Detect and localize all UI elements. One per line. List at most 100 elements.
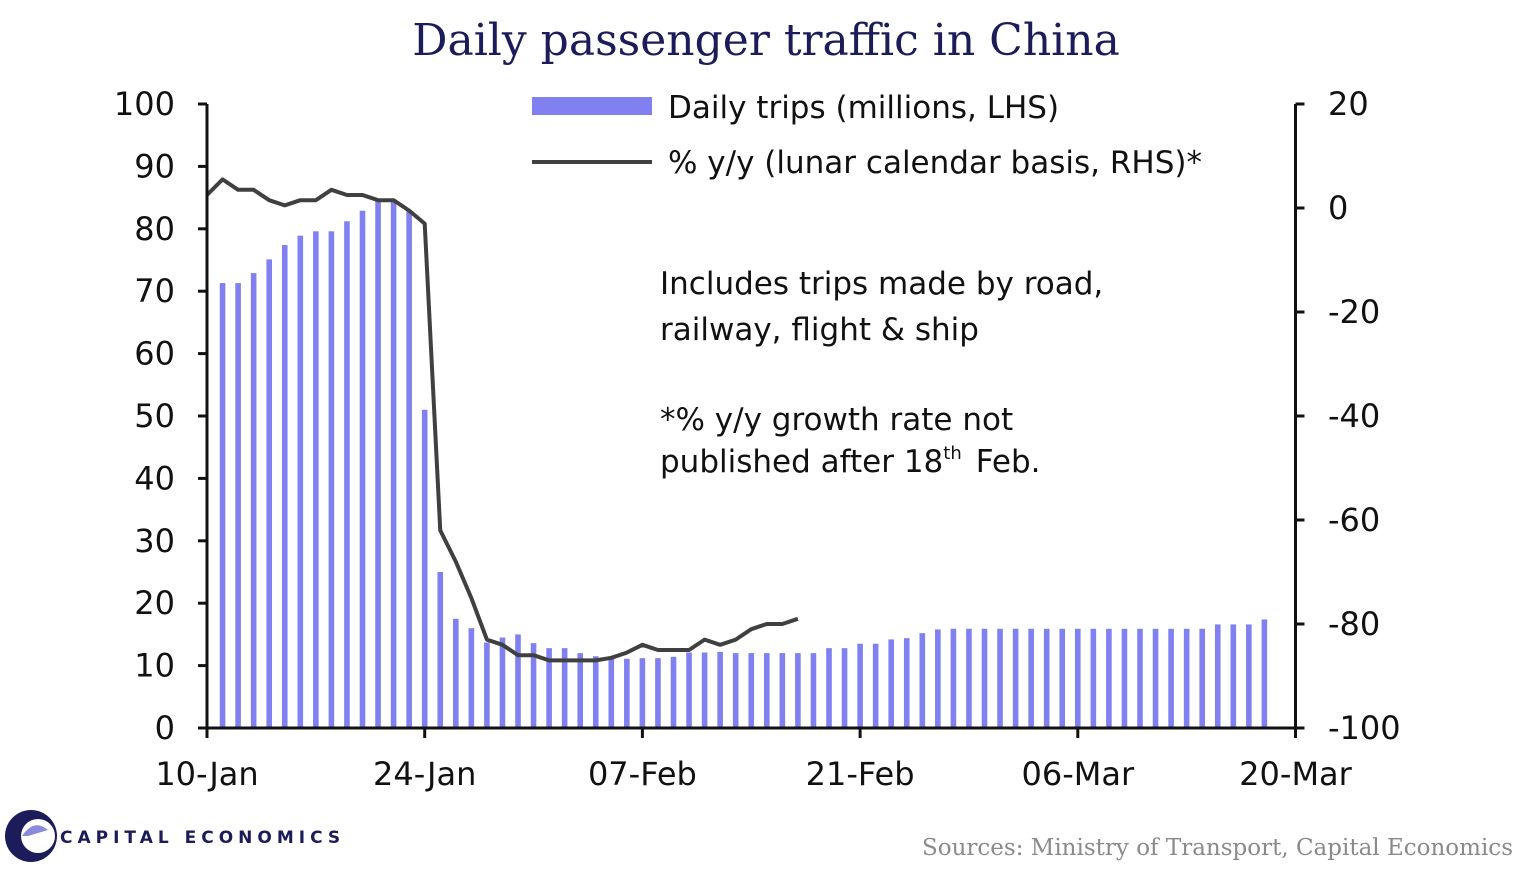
x-axis: 10-Jan 24-Jan 07-Feb 21-Feb 06-Mar 20-Mar [155, 728, 1353, 793]
legend: Daily trips (millions, LHS) % y/y (lunar… [532, 90, 1202, 181]
bar [1028, 628, 1034, 728]
chart-title: Daily passenger traffic in China [412, 15, 1120, 66]
bar [406, 210, 412, 728]
y-left-tick-label: 80 [134, 210, 175, 248]
bar [219, 283, 226, 728]
bar [437, 572, 444, 728]
capital-economics-logo: CAPITAL ECONOMICS [5, 810, 345, 862]
bar [313, 231, 319, 729]
legend-entry-line: % y/y (lunar calendar basis, RHS)* [668, 145, 1202, 181]
bar [686, 652, 692, 728]
bar [1075, 628, 1081, 728]
bar [872, 643, 879, 728]
y-right-tick-label: 0 [1328, 189, 1348, 227]
bar [468, 628, 475, 728]
bar [266, 259, 272, 728]
bar [515, 634, 521, 728]
bar [857, 643, 863, 728]
bar [1152, 628, 1159, 728]
logo-inner-icon [21, 819, 55, 853]
bar [453, 618, 459, 728]
legend-swatch-bar [532, 97, 652, 115]
line-series [205, 177, 799, 663]
bar [779, 653, 786, 728]
sources-note: Sources: Ministry of Transport, Capital … [922, 835, 1513, 861]
footnote-line-1: *% y/y growth rate not [660, 402, 1013, 438]
bar [764, 653, 770, 728]
y-left-tick-label: 20 [134, 584, 175, 622]
bar [950, 628, 957, 728]
bar [499, 637, 506, 728]
bar [624, 658, 630, 728]
bar [919, 633, 926, 728]
bar [281, 245, 288, 728]
bar [1214, 624, 1221, 728]
y-left-tick-label: 40 [134, 459, 175, 497]
bar [344, 221, 350, 728]
x-tick-label: 06-Mar [1021, 755, 1134, 793]
logo-text: CAPITAL ECONOMICS [60, 828, 345, 848]
bar [1261, 619, 1268, 728]
bar [981, 628, 988, 728]
bar [670, 656, 677, 728]
bar [1106, 628, 1112, 728]
bar [328, 231, 335, 729]
bar [561, 648, 568, 728]
bar-series [219, 199, 1268, 729]
y-left-tick-label: 0 [155, 709, 175, 747]
y-axis-right: -100 -80 -60 -40 -20 0 20 [1295, 85, 1401, 747]
bar [577, 653, 583, 728]
bar [826, 648, 832, 728]
x-tick-label: 20-Mar [1239, 755, 1352, 793]
logo-e-icon [22, 825, 48, 836]
x-tick-label: 10-Jan [155, 755, 258, 793]
bar [375, 199, 381, 729]
bar [1059, 628, 1066, 728]
footnote-line-2: published after 18th Feb. [660, 443, 1041, 480]
bar [1183, 628, 1190, 728]
y-left-tick-label: 60 [134, 335, 175, 373]
bar [1199, 628, 1205, 728]
bar [841, 648, 848, 728]
bar [592, 656, 599, 728]
bar [608, 657, 615, 728]
bar [888, 639, 894, 728]
bar [795, 653, 801, 728]
bar [701, 652, 708, 728]
bar [546, 648, 552, 728]
footnote: *% y/y growth rate not published after 1… [660, 402, 1041, 480]
bar [732, 653, 739, 728]
bar [1090, 628, 1097, 728]
y-right-tick-label: -40 [1328, 397, 1380, 435]
bar [359, 210, 366, 728]
bar [717, 651, 723, 728]
annotation-line-2: railway, flight & ship [660, 312, 979, 348]
footnote-line-2-sup: th [943, 443, 961, 464]
bar [421, 409, 428, 728]
bar [966, 628, 972, 728]
y-right-tick-label: 20 [1328, 85, 1369, 123]
legend-entry-bar: Daily trips (millions, LHS) [668, 90, 1059, 126]
x-tick-label: 24-Jan [373, 755, 476, 793]
x-tick-label: 21-Feb [806, 755, 915, 793]
bar [639, 658, 646, 728]
bar [935, 629, 941, 728]
bar [748, 653, 755, 728]
y-left-tick-label: 100 [114, 85, 175, 123]
annotation: Includes trips made by road, railway, fl… [660, 266, 1103, 348]
bar [997, 628, 1003, 728]
bar [1137, 628, 1143, 728]
bar [1043, 628, 1050, 728]
bar [1121, 628, 1128, 728]
y-right-tick-label: -60 [1328, 501, 1380, 539]
bar [1168, 628, 1174, 728]
annotation-line-1: Includes trips made by road, [660, 266, 1103, 302]
yy-growth-line [205, 177, 799, 663]
bar [1246, 624, 1252, 728]
y-left-tick-label: 90 [134, 147, 175, 185]
bar [235, 283, 241, 728]
y-left-tick-label: 70 [134, 272, 175, 310]
footnote-line-2-suffix: Feb. [976, 444, 1041, 480]
footnote-line-2-prefix: published after 18 [660, 444, 943, 480]
